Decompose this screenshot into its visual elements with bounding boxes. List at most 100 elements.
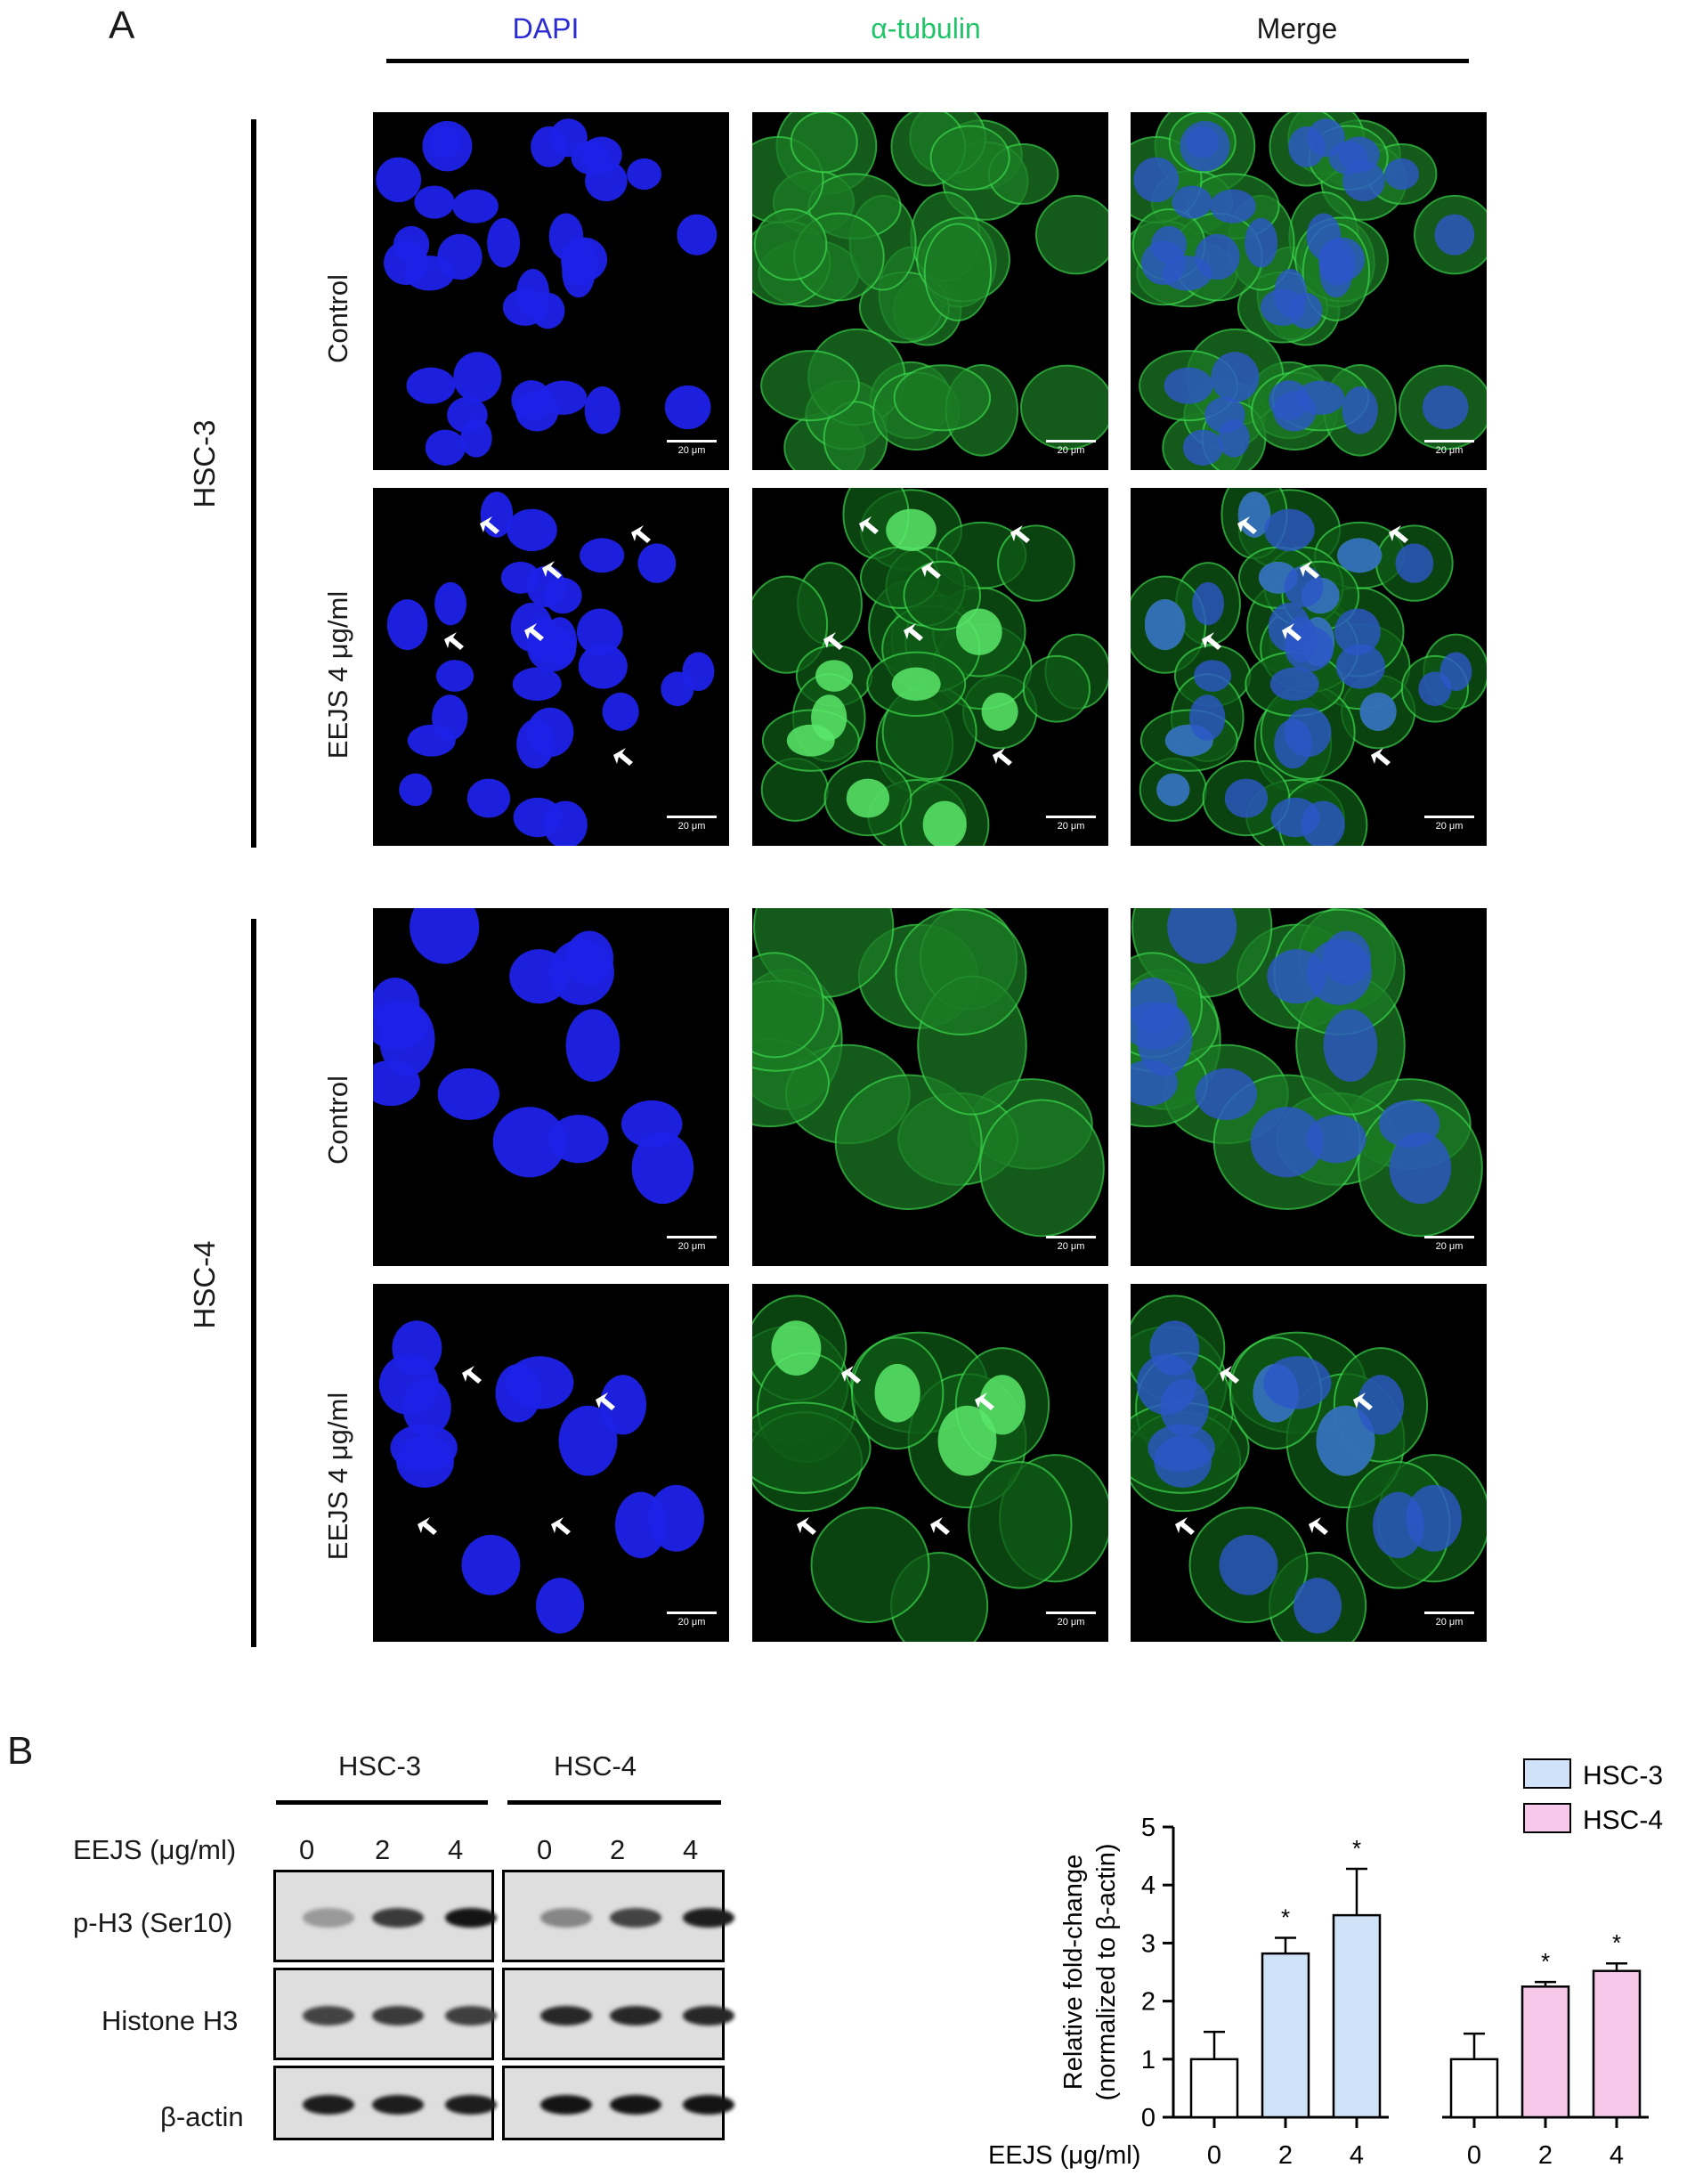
arrow-icon <box>904 623 923 641</box>
scale-bar-label: 20 μm <box>1435 445 1464 456</box>
arrow-icon <box>444 632 464 650</box>
micrograph-hsc3-control-merge: 20 μm <box>1131 112 1487 470</box>
row-label-hsc4-eejs: EEJS 4 μg/ml <box>322 1392 353 1561</box>
micrograph-hsc4-eejs-dapi: 20 μm <box>373 1284 729 1642</box>
blot-band <box>610 1908 661 1928</box>
micrograph-hsc3-eejs-dapi: 20 μm <box>373 488 729 846</box>
scale-bar: 20 μm <box>667 1236 717 1252</box>
blot-strip <box>273 1870 497 1962</box>
blot-band <box>540 1908 592 1928</box>
arrow-icon <box>1309 1517 1328 1535</box>
significance-marker: * <box>1612 1929 1621 1956</box>
significance-marker: * <box>1281 1904 1290 1931</box>
scale-bar: 20 μm <box>1424 1236 1474 1252</box>
y-tick-label: 1 <box>1141 2046 1156 2074</box>
arrow-icon <box>524 623 544 641</box>
scale-bar-label: 20 μm <box>1435 1617 1464 1628</box>
bar-hsc-4-0 <box>1449 2058 1499 2119</box>
scale-bar: 20 μm <box>667 1612 717 1628</box>
y-tick-label: 3 <box>1141 1929 1156 1958</box>
hsc4-label: HSC-4 <box>188 1240 221 1329</box>
arrow-icon <box>930 1517 950 1535</box>
blot-dose-5: 4 <box>683 1834 699 1865</box>
x-axis-label: EEJS (μg/ml) <box>988 2141 1140 2170</box>
arrow-icon <box>797 1517 816 1535</box>
micrograph-hsc3-control-dapi: 20 μm <box>373 112 729 470</box>
blot-band <box>683 2095 734 2115</box>
blot-label-histone: Histone H3 <box>101 2005 239 2036</box>
panel-a-letter: A <box>109 4 135 47</box>
blot-dose-2: 4 <box>448 1834 464 1865</box>
hsc4-bracket <box>251 919 256 1647</box>
arrow-icon <box>823 632 843 650</box>
blot-dose-1: 2 <box>375 1834 391 1865</box>
y-tick-label: 5 <box>1141 1814 1156 1842</box>
column-header-tubulin: α-tubulin <box>871 12 981 45</box>
micrograph-hsc3-eejs-tubulin: 20 μm <box>752 488 1108 846</box>
blot-band <box>445 2006 497 2026</box>
blot-label-actin: β-actin <box>160 2101 244 2132</box>
blot-band <box>683 2006 734 2026</box>
scale-bar: 20 μm <box>1046 440 1096 456</box>
micrograph-hsc3-control-tubulin: 20 μm <box>752 112 1108 470</box>
micrograph-hsc4-eejs-merge: 20 μm <box>1131 1284 1487 1642</box>
scale-bar-label: 20 μm <box>677 821 706 832</box>
scale-bar-label: 20 μm <box>677 1241 706 1252</box>
column-header-rule <box>386 59 1469 63</box>
arrow-icon <box>1353 1392 1373 1410</box>
arrow-icon <box>1389 525 1408 543</box>
x-tick-label: 2 <box>1278 2141 1293 2170</box>
micrograph-hsc4-control-dapi: 20 μm <box>373 908 729 1266</box>
arrow-icon <box>859 516 879 534</box>
hsc3-label: HSC-3 <box>188 419 221 508</box>
scale-bar: 20 μm <box>667 440 717 456</box>
blot-strip <box>502 1968 734 2060</box>
blot-band <box>683 1908 734 1928</box>
x-tick-label: 4 <box>1350 2141 1364 2170</box>
arrow-icon <box>631 525 651 543</box>
arrow-icon <box>542 561 562 579</box>
fold-change-bar-chart: 0 1 2 3 4 5 Relative fold-change (normalized to… <box>988 1758 1663 2170</box>
legend-label-hsc-3: HSC-3 <box>1583 1761 1663 1790</box>
micrograph-hsc4-control-tubulin: 20 μm <box>752 908 1108 1266</box>
blot-band <box>610 2006 661 2026</box>
blot-dose-4: 2 <box>610 1834 626 1865</box>
blot-dose-0: 0 <box>299 1834 315 1865</box>
bar-hsc-3-4 <box>1332 1913 1382 2119</box>
arrow-icon <box>596 1392 615 1410</box>
blot-band <box>372 2006 424 2026</box>
blot-dose-label: EEJS (μg/ml) <box>73 1834 237 1865</box>
x-tick-label: 4 <box>1610 2141 1624 2170</box>
arrow-icon <box>1175 1517 1195 1535</box>
significance-marker: * <box>1352 1835 1361 1862</box>
y-tick-label: 0 <box>1141 2104 1156 2132</box>
scale-bar: 20 μm <box>1424 440 1474 456</box>
arrow-icon <box>1010 525 1030 543</box>
row-label-hsc3-eejs: EEJS 4 μg/ml <box>322 590 353 759</box>
blot-strip <box>502 1870 734 1962</box>
row-label-hsc3-control: Control <box>322 274 353 363</box>
x-tick-label: 0 <box>1467 2141 1481 2170</box>
arrow-icon <box>841 1366 861 1384</box>
bar-hsc-4-2 <box>1521 1985 1570 2119</box>
blot-band <box>303 1908 354 1928</box>
legend-swatch-hsc-4 <box>1523 1803 1571 1833</box>
blot-strip <box>273 1968 497 2060</box>
column-header-dapi: DAPI <box>512 12 580 45</box>
scale-bar: 20 μm <box>1424 816 1474 832</box>
scale-bar: 20 μm <box>1046 816 1096 832</box>
blot-group-hsc3: HSC-3 <box>338 1750 422 1782</box>
blot-label-ph3: p-H3 (Ser10) <box>73 1907 233 1938</box>
blot-band <box>303 2095 354 2115</box>
scale-bar-label: 20 μm <box>1435 1241 1464 1252</box>
arrow-icon <box>1237 516 1257 534</box>
blot-band <box>303 2006 354 2026</box>
micrograph-hsc3-eejs-merge: 20 μm <box>1131 488 1487 846</box>
blot-dose-3: 0 <box>537 1834 553 1865</box>
y-axis-label: Relative fold-change <box>1059 1855 1088 2090</box>
blot-group-rule-hsc3 <box>276 1800 488 1805</box>
arrow-icon <box>921 561 941 579</box>
arrow-icon <box>418 1517 437 1535</box>
scale-bar-label: 20 μm <box>1057 821 1085 832</box>
scale-bar-label: 20 μm <box>677 445 706 456</box>
